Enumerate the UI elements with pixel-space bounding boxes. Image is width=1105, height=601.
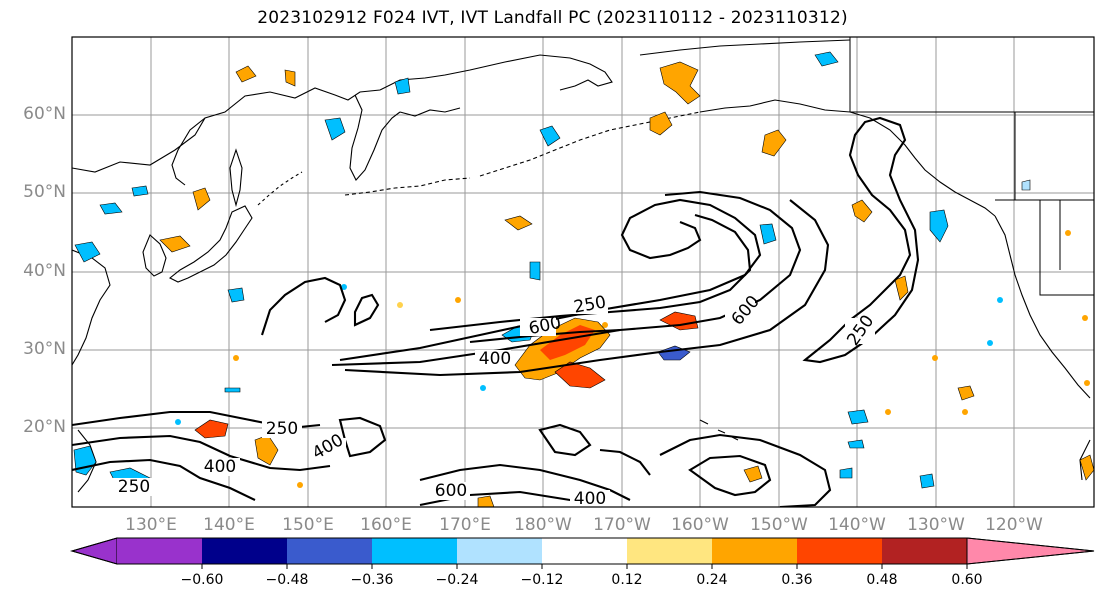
lon-label-160e: 160°E	[360, 515, 412, 535]
colorbar-box-9	[797, 538, 882, 564]
contour-label-250: 250	[266, 419, 298, 439]
contour-label-400: 400	[574, 489, 606, 509]
colorbar-ticks	[201, 564, 968, 569]
map-frame	[71, 36, 1095, 508]
pc-positive-patches	[159, 61, 1094, 507]
lon-label-120w: 120°W	[985, 515, 1043, 535]
lat-label-50n: 50°N	[23, 182, 66, 202]
colorbar-box-4	[372, 538, 457, 564]
colorbar-tick-label: 0.36	[781, 572, 813, 588]
lat-label-30n: 30°N	[23, 339, 66, 359]
colorbar-tick-label: −0.12	[520, 572, 564, 588]
colorbar-extend-high	[966, 537, 1095, 565]
lon-label-140e: 140°E	[203, 515, 255, 535]
contour-label-250: 250	[118, 477, 150, 497]
colorbar-outline	[70, 537, 1095, 565]
colorbar-box-8	[712, 538, 797, 564]
map-plot-area: 250 600 400 600 250 250 400 400 250 600 …	[72, 37, 1094, 509]
colorbar-tick-label: −0.60	[180, 572, 224, 588]
lon-label-130w: 130°W	[907, 515, 965, 535]
lat-label-60n: 60°N	[23, 104, 66, 124]
colorbar	[70, 537, 1095, 569]
colorbar-box-2	[202, 538, 287, 564]
contour-label-600: 600	[435, 481, 467, 501]
colorbar-tick-label: −0.36	[350, 572, 394, 588]
lon-label-170e: 170°E	[439, 515, 491, 535]
colorbar-box-10	[882, 538, 967, 564]
lon-label-140w: 140°W	[828, 515, 886, 535]
colorbar-tick-label: 0.24	[696, 572, 728, 588]
gridlines	[72, 37, 1094, 507]
colorbar-box-3	[287, 538, 372, 564]
colorbar-box-7	[627, 538, 712, 564]
lon-label-150w: 150°W	[750, 515, 808, 535]
borders	[849, 37, 1094, 296]
colorbar-box-6	[542, 538, 627, 564]
lon-label-130e: 130°E	[125, 515, 177, 535]
colorbar-box-5	[457, 538, 542, 564]
lon-label-160w: 160°W	[671, 515, 729, 535]
colorbar-tick-label: 0.12	[611, 572, 643, 588]
lat-label-20n: 20°N	[23, 417, 66, 437]
colorbar-box-1	[117, 538, 202, 564]
lon-label-170w: 170°W	[593, 515, 651, 535]
map-title: 2023102912 F024 IVT, IVT Landfall PC (20…	[257, 8, 848, 28]
lat-label-40n: 40°N	[23, 261, 66, 281]
colorbar-tick-label: 0.60	[951, 572, 983, 588]
speckles	[175, 230, 1090, 488]
contour-label-400: 400	[479, 349, 511, 369]
lon-label-180w: 180°W	[514, 515, 572, 535]
colorbar-tick-label: −0.48	[265, 572, 309, 588]
contour-label-400: 400	[204, 457, 236, 477]
coastlines	[72, 39, 1091, 493]
lon-label-150e: 150°E	[282, 515, 334, 535]
colorbar-extend-low	[70, 537, 118, 565]
colorbar-tick-label: −0.24	[435, 572, 479, 588]
colorbar-tick-label: 0.48	[866, 572, 898, 588]
